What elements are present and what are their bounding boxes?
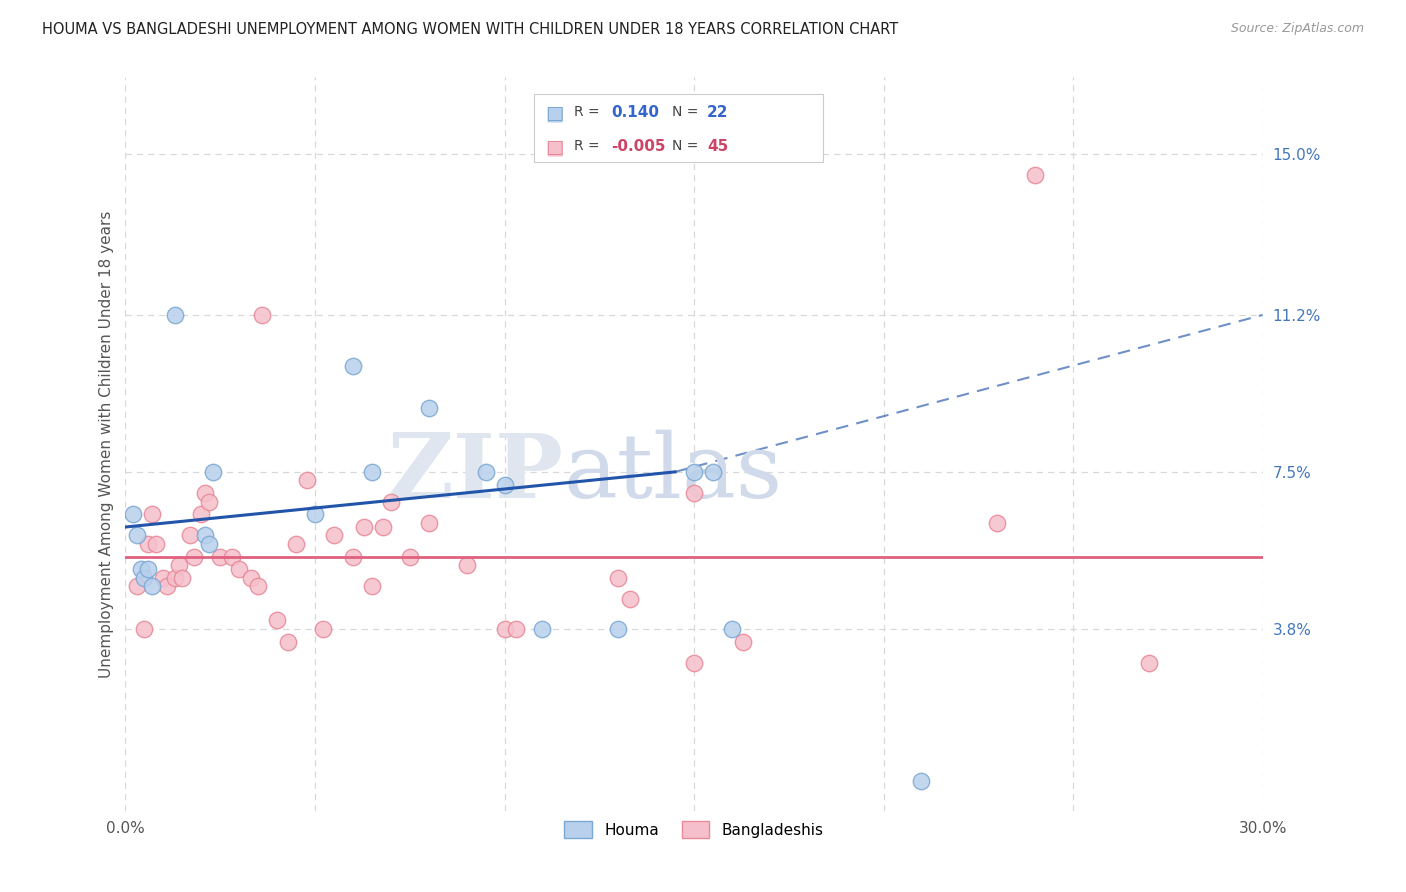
Point: [179, 528, 201, 542]
Point: [721, 622, 744, 636]
Point: [380, 494, 402, 508]
Point: [910, 774, 932, 789]
Point: [194, 528, 217, 542]
Point: [141, 508, 163, 522]
Point: [373, 520, 395, 534]
Point: [456, 558, 478, 573]
Point: [360, 579, 382, 593]
Point: [494, 622, 516, 636]
Point: [129, 562, 152, 576]
Point: [228, 562, 250, 576]
Point: [194, 486, 217, 500]
Point: [239, 571, 262, 585]
Point: [122, 508, 145, 522]
Point: [152, 571, 174, 585]
Point: [209, 549, 232, 564]
Text: ■: ■: [546, 138, 564, 157]
Point: [986, 516, 1008, 530]
Point: [683, 486, 706, 500]
Text: 22: 22: [707, 105, 728, 120]
Point: [167, 558, 190, 573]
Point: [607, 622, 630, 636]
Point: [136, 562, 159, 576]
Point: [183, 549, 205, 564]
Point: [156, 579, 179, 593]
Point: [304, 508, 326, 522]
Point: [247, 579, 270, 593]
Point: [172, 571, 194, 585]
Point: [342, 359, 364, 373]
Point: [198, 537, 221, 551]
Text: □: □: [546, 138, 564, 157]
Point: [360, 465, 382, 479]
Point: [134, 622, 156, 636]
Point: [505, 622, 527, 636]
Point: [1024, 168, 1046, 182]
Point: [190, 508, 212, 522]
Point: [311, 622, 333, 636]
Point: [141, 579, 163, 593]
Y-axis label: Unemployment Among Women with Children Under 18 years: Unemployment Among Women with Children U…: [100, 211, 114, 678]
Point: [134, 571, 156, 585]
Point: [398, 549, 420, 564]
Point: [277, 634, 299, 648]
Point: [297, 474, 319, 488]
Point: [607, 571, 630, 585]
Point: [163, 308, 186, 322]
Point: [683, 465, 706, 479]
Point: [285, 537, 308, 551]
Point: [494, 477, 516, 491]
Point: [342, 549, 364, 564]
Point: [163, 571, 186, 585]
Point: [323, 528, 346, 542]
Text: ZIP: ZIP: [388, 430, 564, 517]
Text: N =: N =: [672, 139, 703, 153]
Text: 45: 45: [707, 139, 728, 154]
Text: HOUMA VS BANGLADESHI UNEMPLOYMENT AMONG WOMEN WITH CHILDREN UNDER 18 YEARS CORRE: HOUMA VS BANGLADESHI UNEMPLOYMENT AMONG …: [42, 22, 898, 37]
Point: [733, 634, 755, 648]
Point: [198, 494, 221, 508]
Point: [250, 308, 273, 322]
Text: -0.005: -0.005: [612, 139, 666, 154]
Point: [136, 537, 159, 551]
Point: [125, 528, 148, 542]
Point: [531, 622, 554, 636]
Point: [353, 520, 375, 534]
Text: R =: R =: [574, 105, 603, 120]
Point: [683, 656, 706, 670]
Text: Source: ZipAtlas.com: Source: ZipAtlas.com: [1230, 22, 1364, 36]
Text: atlas: atlas: [564, 430, 782, 517]
Point: [221, 549, 243, 564]
Point: [1137, 656, 1160, 670]
Point: [702, 465, 724, 479]
Text: R =: R =: [574, 139, 603, 153]
Text: 0.140: 0.140: [612, 105, 659, 120]
Point: [474, 465, 496, 479]
Text: N =: N =: [672, 105, 703, 120]
Point: [125, 579, 148, 593]
Text: □: □: [546, 104, 564, 123]
Point: [418, 516, 440, 530]
Point: [619, 592, 641, 607]
Point: [418, 401, 440, 416]
Point: [145, 537, 167, 551]
Point: [266, 613, 288, 627]
Legend: Houma, Bangladeshis: Houma, Bangladeshis: [558, 815, 830, 844]
Point: [201, 465, 224, 479]
Text: ■: ■: [546, 104, 564, 123]
